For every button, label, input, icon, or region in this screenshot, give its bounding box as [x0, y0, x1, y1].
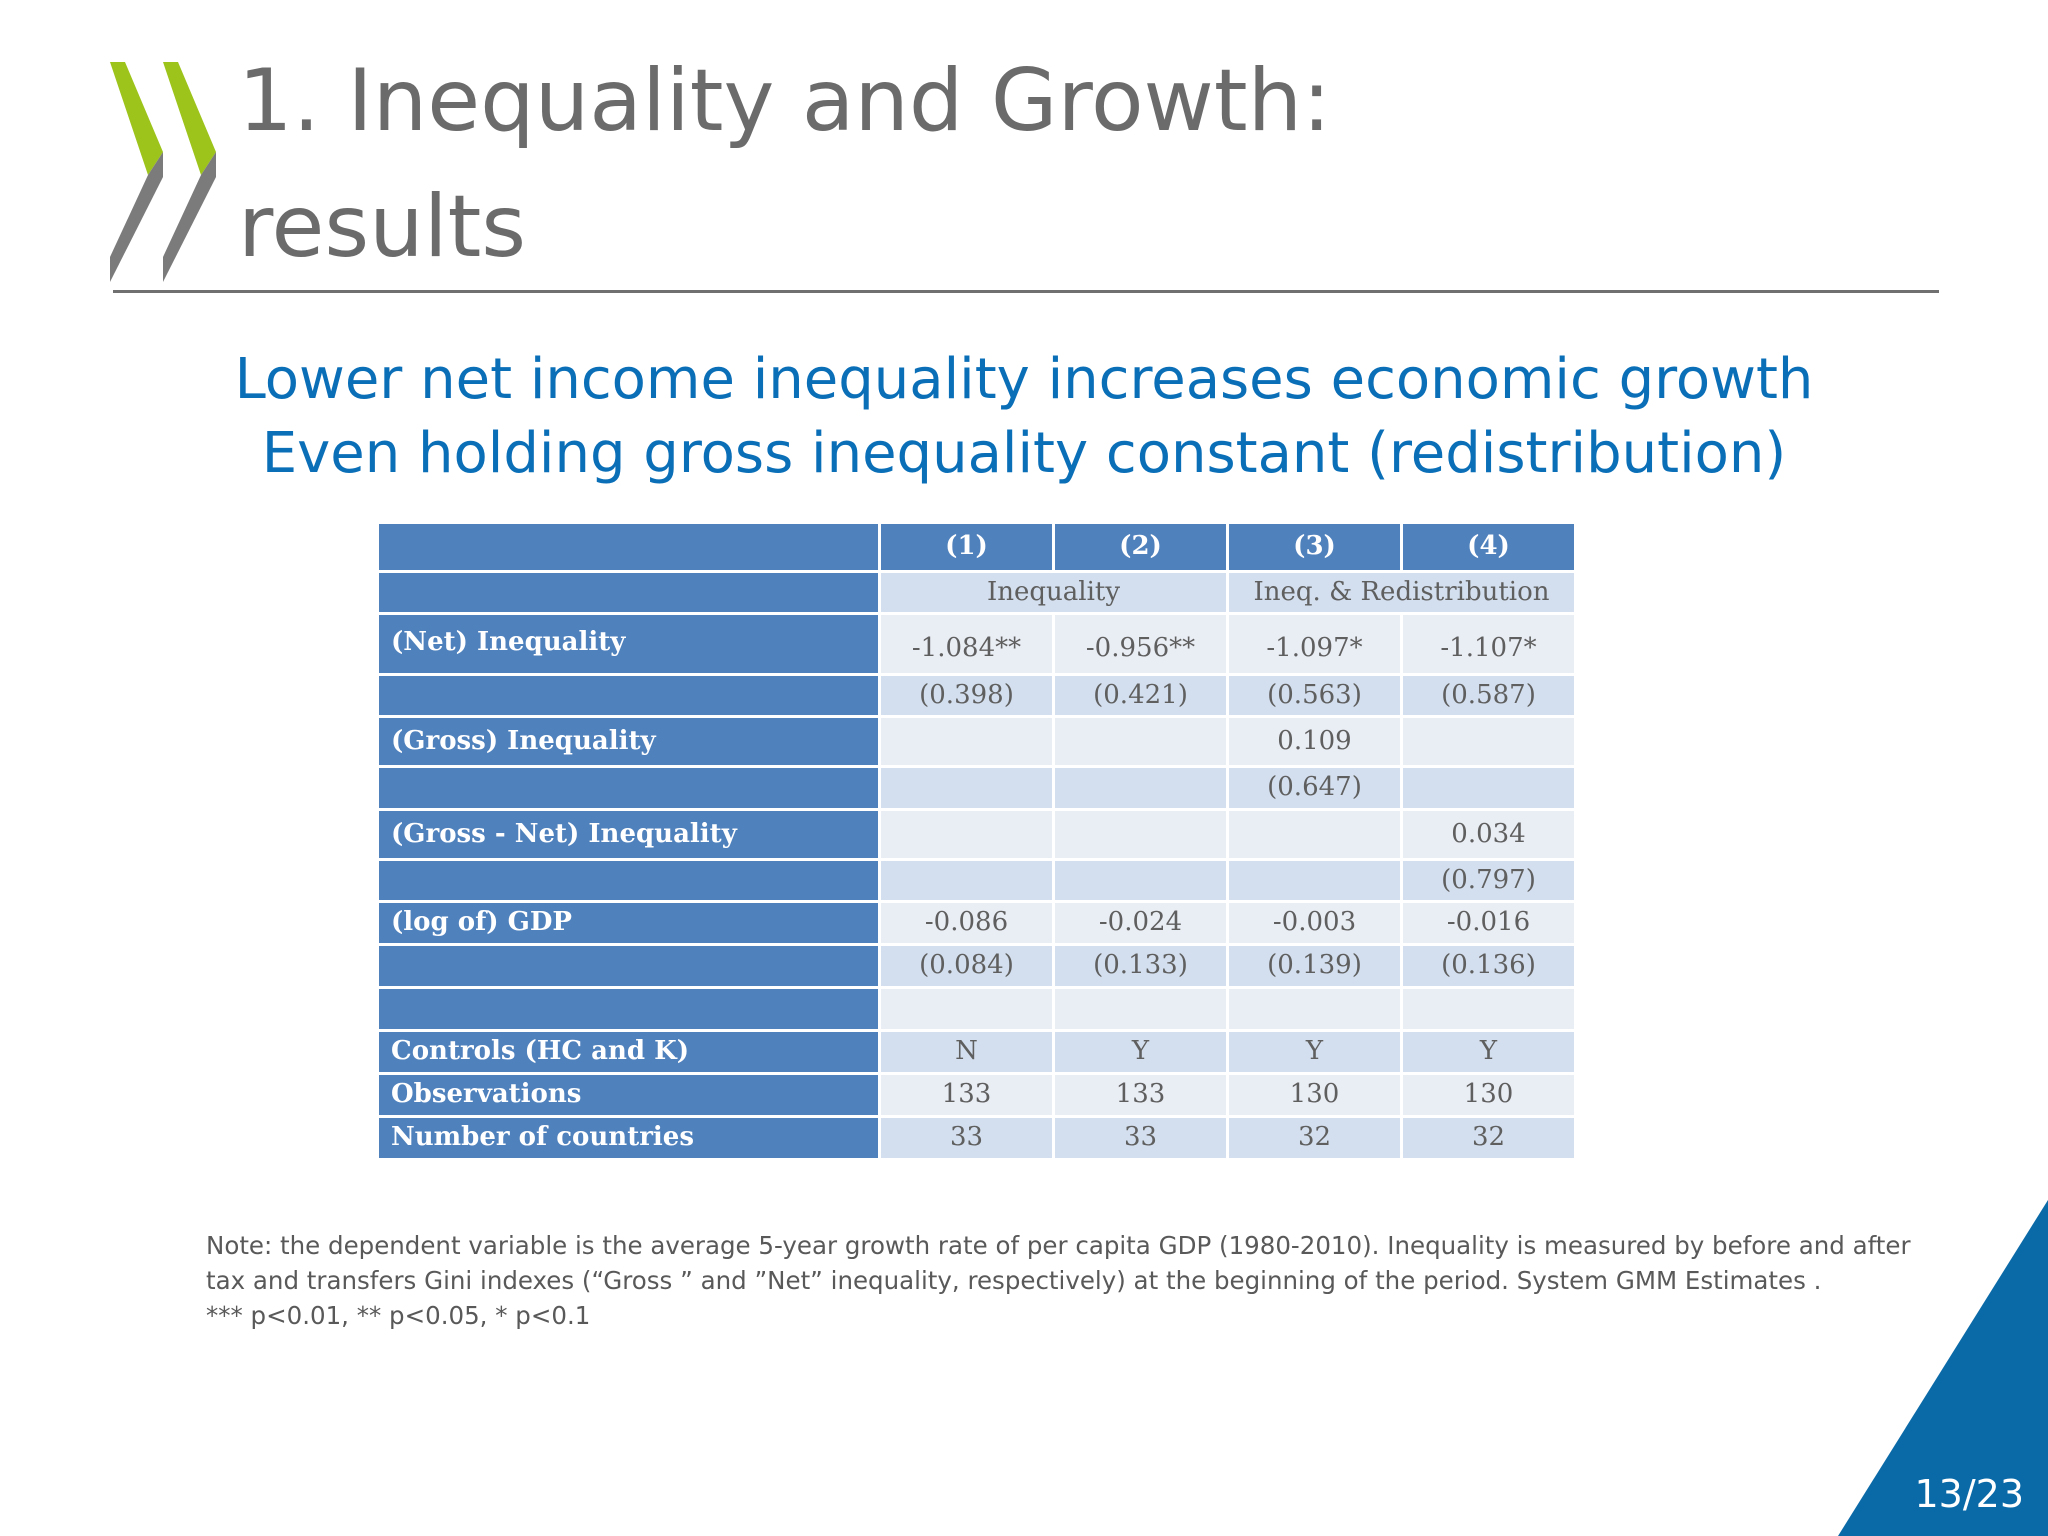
row-label: (log of) GDP	[376, 900, 881, 946]
table-cell: -1.107*	[1400, 612, 1577, 676]
corner-triangle-decoration	[1838, 1200, 2048, 1536]
table-cell: (0.139)	[1226, 943, 1403, 989]
table-row: (0.084) (0.133) (0.139) (0.136)	[376, 943, 1577, 989]
table-cell: 130	[1226, 1072, 1403, 1118]
slide-title: 1. Inequality and Growth: results	[238, 38, 1331, 290]
oecd-chevron-logo-icon	[110, 62, 216, 282]
table-cell	[1052, 765, 1229, 811]
table-cell	[878, 986, 1055, 1032]
table-cell: -0.956**	[1052, 612, 1229, 676]
table-cell	[1400, 986, 1577, 1032]
table-header-row: (1) (2) (3) (4)	[376, 521, 1577, 573]
table-cell: 0.034	[1400, 808, 1577, 861]
table-cell: 33	[878, 1115, 1055, 1161]
group-header-ineq-redistribution: Ineq. & Redistribution	[1226, 570, 1577, 615]
table-row: (Net) Inequality -1.084** -0.956** -1.09…	[376, 612, 1577, 676]
table-cell	[1052, 808, 1229, 861]
table-cell	[878, 808, 1055, 861]
slide-title-line-2: results	[238, 177, 527, 277]
column-header: (3)	[1226, 521, 1403, 573]
table-cell: (0.797)	[1400, 858, 1577, 903]
table-cell	[1226, 986, 1403, 1032]
row-label	[376, 765, 881, 811]
table-row: (0.797)	[376, 858, 1577, 903]
table-row: (0.398) (0.421) (0.563) (0.587)	[376, 673, 1577, 718]
table-cell: 0.109	[1226, 715, 1403, 768]
table-cell: (0.398)	[878, 673, 1055, 718]
table-row: Controls (HC and K) N Y Y Y	[376, 1029, 1577, 1075]
slide-subtitle: Lower net income inequality increases ec…	[0, 343, 2048, 491]
table-row: (0.647)	[376, 765, 1577, 811]
table-row: (Gross - Net) Inequality 0.034	[376, 808, 1577, 861]
table-cell: 130	[1400, 1072, 1577, 1118]
row-label: (Gross - Net) Inequality	[376, 808, 881, 861]
table-row	[376, 986, 1577, 1032]
table-cell: 32	[1226, 1115, 1403, 1161]
row-label	[376, 943, 881, 989]
table-cell: (0.133)	[1052, 943, 1229, 989]
row-label: (Gross) Inequality	[376, 715, 881, 768]
group-row-label	[376, 570, 881, 615]
table-cell: 133	[878, 1072, 1055, 1118]
table-cell: Y	[1052, 1029, 1229, 1075]
column-header: (4)	[1400, 521, 1577, 573]
column-header: (1)	[878, 521, 1055, 573]
title-divider	[113, 290, 1939, 293]
table-cell	[878, 765, 1055, 811]
table-cell	[878, 858, 1055, 903]
table-cell: 32	[1400, 1115, 1577, 1161]
row-label	[376, 858, 881, 903]
footnote-line-3: *** p<0.01, ** p<0.05, * p<0.1	[206, 1301, 591, 1330]
group-header-inequality: Inequality	[878, 570, 1229, 615]
table-cell: Y	[1226, 1029, 1403, 1075]
table-cell	[1400, 715, 1577, 768]
table-row: Observations 133 133 130 130	[376, 1072, 1577, 1118]
table-cell: 133	[1052, 1072, 1229, 1118]
table-cell	[878, 715, 1055, 768]
column-header: (2)	[1052, 521, 1229, 573]
table-cell: (0.421)	[1052, 673, 1229, 718]
table-cell	[1052, 858, 1229, 903]
footnote-line-2: tax and transfers Gini indexes (“Gross ”…	[206, 1266, 1822, 1295]
table-group-row: Inequality Ineq. & Redistribution	[376, 570, 1577, 615]
table-cell	[1052, 986, 1229, 1032]
table-row: (log of) GDP -0.086 -0.024 -0.003 -0.016	[376, 900, 1577, 946]
table-cell: (0.084)	[878, 943, 1055, 989]
row-label	[376, 986, 881, 1032]
regression-results-table: (1) (2) (3) (4) Inequality Ineq. & Redis…	[376, 521, 1577, 1161]
table-cell: 33	[1052, 1115, 1229, 1161]
row-label: Number of countries	[376, 1115, 881, 1161]
table-row: Number of countries 33 33 32 32	[376, 1115, 1577, 1161]
row-label: (Net) Inequality	[376, 612, 881, 676]
table-cell: (0.136)	[1400, 943, 1577, 989]
table-cell: -0.024	[1052, 900, 1229, 946]
table-cell: N	[878, 1029, 1055, 1075]
footnote-line-1: Note: the dependent variable is the aver…	[206, 1231, 1911, 1260]
row-label: Observations	[376, 1072, 881, 1118]
table-cell: -1.097*	[1226, 612, 1403, 676]
row-label: Controls (HC and K)	[376, 1029, 881, 1075]
table-cell: (0.647)	[1226, 765, 1403, 811]
table-cell	[1226, 858, 1403, 903]
slide-title-line-1: 1. Inequality and Growth:	[238, 51, 1332, 151]
table-cell	[1400, 765, 1577, 811]
row-label	[376, 673, 881, 718]
table-cell: -0.003	[1226, 900, 1403, 946]
table-cell	[1226, 808, 1403, 861]
table-row: (Gross) Inequality 0.109	[376, 715, 1577, 768]
subtitle-line-1: Lower net income inequality increases ec…	[234, 347, 1814, 412]
table-cell: (0.563)	[1226, 673, 1403, 718]
table-cell: (0.587)	[1400, 673, 1577, 718]
page-number: 13/23	[1914, 1472, 2024, 1516]
table-cell: Y	[1400, 1029, 1577, 1075]
table-cell: -0.016	[1400, 900, 1577, 946]
table-footnote: Note: the dependent variable is the aver…	[206, 1228, 1911, 1333]
subtitle-line-2: Even holding gross inequality constant (…	[261, 421, 1787, 486]
table-cell	[1052, 715, 1229, 768]
table-cell: -1.084**	[878, 612, 1055, 676]
header-corner-cell	[376, 521, 881, 573]
table-cell: -0.086	[878, 900, 1055, 946]
